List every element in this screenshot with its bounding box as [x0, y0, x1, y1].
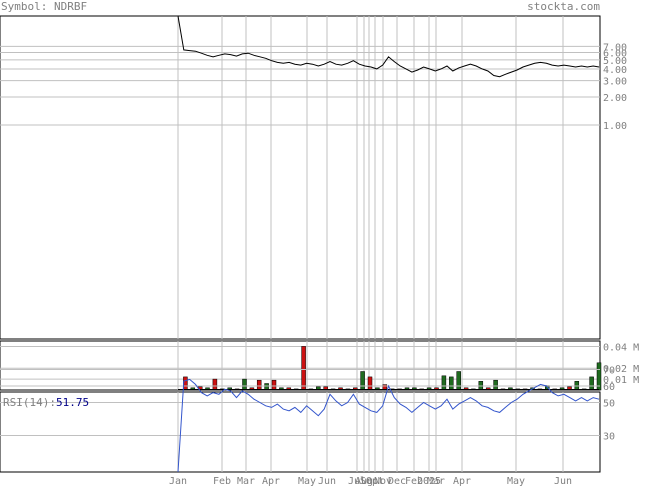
rsi-series-line [177, 378, 600, 473]
panel-volume: 0.04 M 0.02 M0.01 M [0, 340, 639, 391]
rsi-y-tick-label: 60 [603, 382, 615, 393]
x-tick-label: Mar [427, 476, 445, 486]
rsi-y-tick-label: 30 [603, 432, 615, 443]
x-tick-label: Mar [237, 476, 255, 486]
rsi-y-tick-label: 70 [603, 366, 615, 377]
x-tick-label: Jun [318, 476, 336, 486]
symbol-label: Symbol: NDRBF [1, 0, 88, 13]
price-y-tick-label: 4.00 [603, 65, 627, 76]
x-tick-label: Jul [348, 476, 366, 486]
x-tick-label: Feb [213, 476, 231, 486]
x-tick-label: Apr [262, 476, 280, 486]
x-tick-label: Dec [388, 476, 406, 486]
rsi-y-tick-label: 50 [603, 399, 615, 410]
volume-bar [441, 375, 447, 391]
panel-price: 7.006.005.004.003.00 2.00 1.00 [0, 15, 627, 340]
rsi-value: 51.75 [56, 396, 89, 409]
price-y-tick-label: 2.00 [603, 93, 627, 104]
price-y-tick-label: 3.00 [603, 77, 627, 88]
volume-bar [449, 376, 454, 391]
volume-bar [212, 378, 218, 391]
volume-y-tick-label: 0.02 M [603, 364, 639, 375]
volume-bar [301, 346, 306, 391]
x-tick-label: Sep [360, 476, 378, 486]
x-tick-label: May [298, 476, 316, 486]
x-tick-label: Oct [366, 476, 384, 486]
volume-y-tick-label: 0.01 M [603, 375, 639, 386]
volume-bar [271, 379, 277, 391]
x-tick-label: Nov [374, 476, 392, 486]
volume-y-tick-label: 0.04 M [603, 342, 639, 353]
price-series-line [177, 15, 600, 78]
price-y-tick-label: 6.00 [603, 49, 627, 60]
svg-text:RSI(14):51.75: RSI(14):51.75 [3, 396, 89, 409]
x-tick-label: May [507, 476, 525, 486]
rsi-label: RSI(14): [3, 396, 56, 409]
x-tick-label: Apr [453, 476, 471, 486]
volume-bar [242, 378, 247, 391]
volume-bar [360, 371, 365, 391]
volume-bar [456, 371, 461, 391]
volume-bar [367, 376, 373, 391]
volume-bar [256, 379, 262, 391]
site-name[interactable]: stockta.com [527, 0, 600, 13]
x-tick-label: Jun [554, 476, 572, 486]
price-y-tick-label: 7.00 [603, 42, 627, 53]
x-tick-label: Jan [169, 476, 187, 486]
panel-rsi: 70 60 50 30 RSI(14):51.75 [0, 366, 615, 473]
price-y-tick-label: 1.00 [603, 121, 627, 132]
x-tick-label: Aug [355, 476, 373, 486]
price-y-tick-label: 5.00 [603, 56, 627, 67]
x-tick-label: 2025 [417, 476, 441, 486]
x-tick-label: Feb [405, 476, 423, 486]
volume-bar [589, 376, 594, 391]
volume-bar [493, 379, 498, 391]
